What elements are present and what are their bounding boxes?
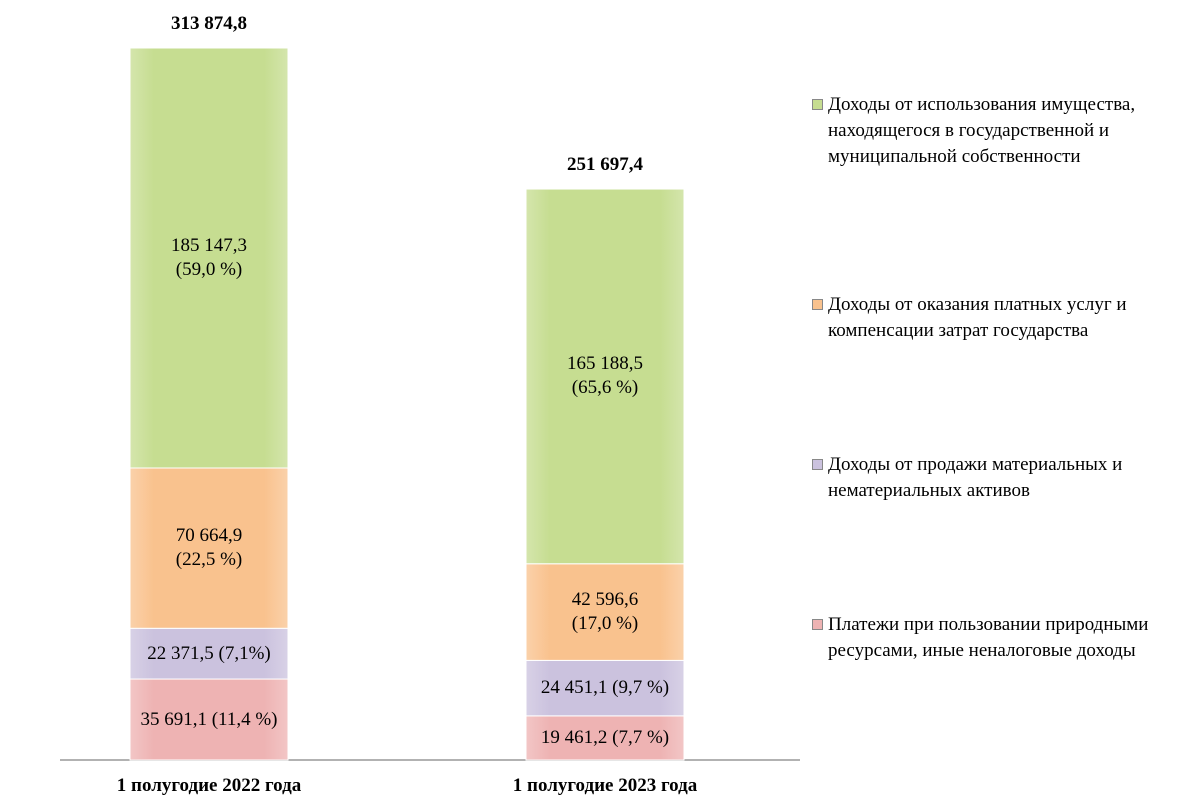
legend-text: Доходы от продажи материальных и нематер…	[828, 454, 1123, 501]
value-label: 19 461,2 (7,7 %)	[540, 726, 670, 748]
legend-item: Доходы от использования имущества, наход…	[812, 92, 1197, 167]
legend-item: Доходы от продажи материальных и нематер…	[812, 452, 1197, 501]
value-label: 42 596,6 (17,0 %)	[571, 589, 639, 635]
value-label: 22 371,5 (7,1%)	[147, 642, 271, 664]
value-label: 24 451,1 (9,7 %)	[540, 677, 670, 699]
legend-text: Доходы от оказания платных услуг и компе…	[828, 294, 1127, 341]
bar-segment	[525, 715, 685, 761]
value-label: 70 664,9 (22,5 %)	[175, 525, 243, 571]
legend-text: Доходы от использования имущества, наход…	[828, 94, 1136, 167]
legend-text: Платежи при пользовании природными ресур…	[828, 614, 1149, 661]
legend-marker	[812, 99, 823, 110]
legend-item: Доходы от оказания платных услуг и компе…	[812, 292, 1197, 341]
bar-segment	[129, 467, 289, 629]
bar-segment	[525, 659, 685, 717]
bar-segment	[525, 188, 685, 565]
legend-marker	[812, 619, 823, 630]
legend-marker	[812, 299, 823, 310]
category-label: 1 полугодие 2022 года	[116, 775, 302, 796]
category-label: 1 полугодие 2023 года	[512, 775, 698, 796]
value-label: 165 188,5 (65,6 %)	[567, 353, 643, 399]
bar-segment	[129, 678, 289, 761]
total-label: 313 874,8	[171, 13, 247, 34]
value-label: 185 147,3 (59,0 %)	[171, 234, 247, 280]
total-label: 251 697,4	[567, 154, 643, 176]
legend-marker	[812, 459, 823, 470]
bar-segment	[129, 47, 289, 469]
legend-item: Платежи при пользовании природными ресур…	[812, 612, 1197, 661]
bar-segment	[525, 563, 685, 661]
bar-segment	[129, 627, 289, 680]
value-label: 35 691,1 (11,4 %)	[140, 708, 278, 730]
